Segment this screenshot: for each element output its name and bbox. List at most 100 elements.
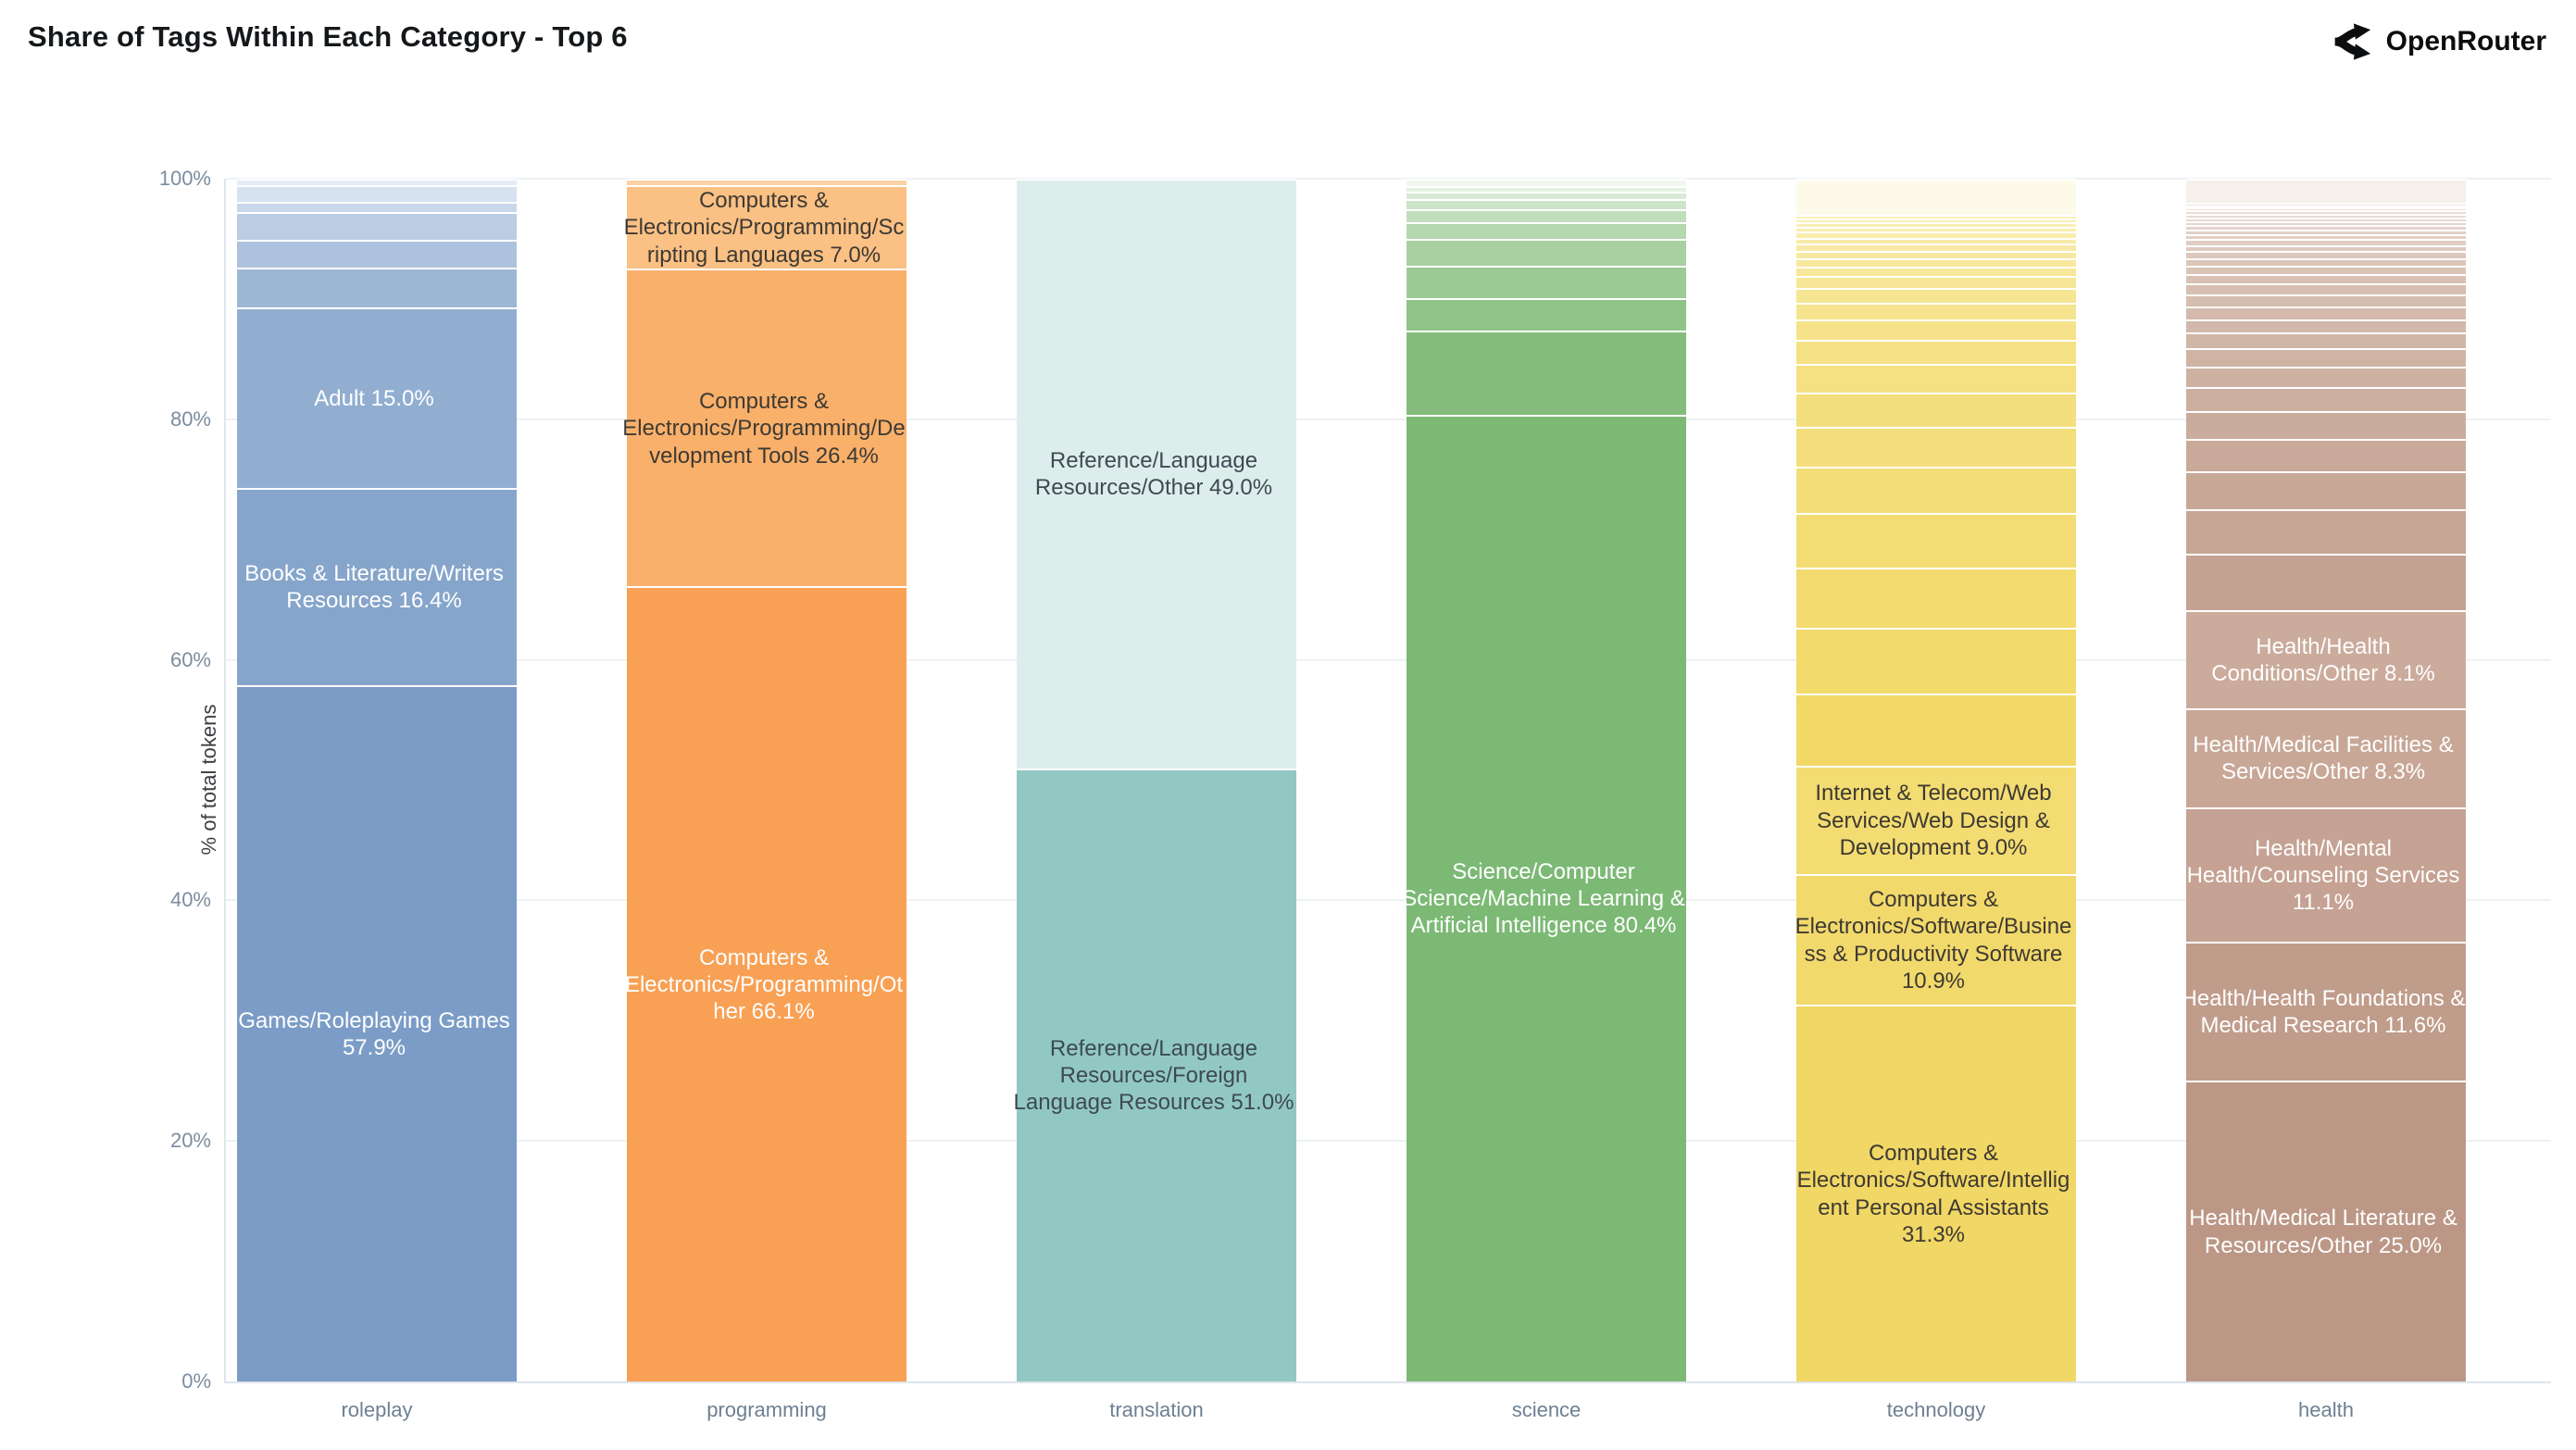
segment-science-8[interactable] bbox=[1407, 297, 1686, 331]
segment-health-10[interactable] bbox=[2186, 233, 2466, 240]
segment-health-6[interactable] bbox=[2186, 217, 2466, 221]
segment-programming-1[interactable]: Computers & Electronics/Programming/Scri… bbox=[624, 184, 907, 269]
segment-health-14[interactable] bbox=[2186, 257, 2466, 266]
segment-health-25[interactable] bbox=[2186, 410, 2466, 439]
segment-health-24[interactable] bbox=[2186, 386, 2466, 411]
segment-technology-6[interactable] bbox=[1796, 237, 2076, 244]
bar-science: Science/Computer Science/Machine Learnin… bbox=[1402, 179, 1686, 1381]
segment-health-23[interactable] bbox=[2186, 366, 2466, 387]
segment-science-4[interactable] bbox=[1407, 208, 1686, 222]
segment-technology-10[interactable] bbox=[1796, 266, 2076, 277]
segment-science-3[interactable] bbox=[1407, 199, 1686, 209]
segment-roleplay-2[interactable] bbox=[237, 201, 517, 213]
segment-health-21[interactable] bbox=[2186, 332, 2466, 349]
segment-health-16[interactable] bbox=[2186, 273, 2466, 284]
segment-health-18[interactable] bbox=[2186, 294, 2466, 306]
segment-health-28[interactable] bbox=[2186, 509, 2466, 555]
segment-health-32[interactable]: Health/Mental Health/Counseling Services… bbox=[2186, 807, 2466, 942]
segment-technology-8[interactable] bbox=[1796, 251, 2076, 258]
segment-health-5[interactable] bbox=[2186, 213, 2466, 218]
segment-roleplay-5[interactable] bbox=[237, 268, 517, 308]
segment-health-30[interactable]: Health/Health Conditions/Other 8.1% bbox=[2186, 610, 2466, 708]
bar-roleplay: Adult 15.0% Books & Literature/Writers Re… bbox=[237, 179, 517, 1381]
segment-technology-2[interactable] bbox=[1796, 219, 2076, 222]
segment-science-6[interactable] bbox=[1407, 239, 1686, 266]
segment-health-26[interactable] bbox=[2186, 438, 2466, 471]
segment-health-29[interactable] bbox=[2186, 554, 2466, 611]
segment-roleplay-7[interactable]: Books & Literature/Writers Resources 16.… bbox=[237, 487, 517, 685]
segment-technology-26[interactable]: Computers & Electronics/Software/Intelli… bbox=[1796, 1005, 2076, 1381]
segment-technology-22[interactable] bbox=[1796, 627, 2076, 694]
segment-technology-24[interactable]: Internet & Telecom/Web Services/Web Desi… bbox=[1796, 765, 2076, 874]
segment-technology-20[interactable] bbox=[1796, 513, 2076, 568]
y-tick-100: 100% bbox=[158, 167, 211, 190]
segment-roleplay-8[interactable]: Games/Roleplaying Games 57.9% bbox=[237, 684, 517, 1381]
segment-health-0[interactable] bbox=[2186, 179, 2466, 204]
segment-technology-21[interactable] bbox=[1796, 567, 2076, 628]
segment-technology-14[interactable] bbox=[1796, 319, 2076, 341]
gridline-40 bbox=[226, 899, 2551, 902]
segment-science-7[interactable] bbox=[1407, 265, 1686, 298]
segment-technology-11[interactable] bbox=[1796, 276, 2076, 289]
segment-science-2[interactable] bbox=[1407, 192, 1686, 200]
segment-science-1[interactable] bbox=[1407, 185, 1686, 193]
segment-label: Health/Mental Health/Counseling Services… bbox=[2186, 835, 2460, 916]
segment-health-34[interactable]: Health/Medical Literature & Resources/Ot… bbox=[2186, 1081, 2466, 1381]
segment-technology-5[interactable] bbox=[1796, 231, 2076, 238]
segment-science-5[interactable] bbox=[1407, 221, 1686, 239]
segment-roleplay-3[interactable] bbox=[237, 212, 517, 241]
bar-translation: Reference/Language Resources/Other 49.0%… bbox=[1014, 179, 1296, 1381]
segment-roleplay-4[interactable] bbox=[237, 240, 517, 269]
segment-roleplay-6[interactable]: Adult 15.0% bbox=[237, 307, 517, 488]
segment-technology-4[interactable] bbox=[1796, 227, 2076, 232]
segment-technology-16[interactable] bbox=[1796, 364, 2076, 394]
segment-roleplay-0[interactable] bbox=[237, 179, 517, 185]
segment-health-13[interactable] bbox=[2186, 251, 2466, 258]
segment-technology-1[interactable] bbox=[1796, 215, 2076, 219]
segment-label: Books & Literature/Writers Resources 16.… bbox=[244, 561, 504, 614]
segment-programming-2[interactable]: Computers & Electronics/Programming/Deve… bbox=[622, 269, 907, 587]
segment-technology-0[interactable] bbox=[1796, 179, 2076, 216]
segment-health-17[interactable] bbox=[2186, 283, 2466, 294]
segment-health-31[interactable]: Health/Medical Facilities & Services/Oth… bbox=[2186, 707, 2466, 808]
segment-technology-9[interactable] bbox=[1796, 257, 2076, 267]
segment-technology-19[interactable] bbox=[1796, 466, 2076, 514]
segment-health-19[interactable] bbox=[2186, 306, 2466, 320]
segment-science-0[interactable] bbox=[1407, 179, 1686, 186]
segment-health-15[interactable] bbox=[2186, 265, 2466, 274]
segment-health-2[interactable] bbox=[2186, 205, 2466, 208]
brand-name: OpenRouter bbox=[2385, 26, 2546, 56]
segment-science-9[interactable] bbox=[1407, 330, 1686, 415]
segment-health-9[interactable] bbox=[2186, 229, 2466, 234]
segment-health-22[interactable] bbox=[2186, 348, 2466, 367]
x-axis-line bbox=[224, 1381, 2551, 1383]
segment-technology-3[interactable] bbox=[1796, 221, 2076, 228]
segment-technology-17[interactable] bbox=[1796, 393, 2076, 427]
segment-technology-23[interactable] bbox=[1796, 694, 2076, 766]
segment-programming-0[interactable] bbox=[627, 179, 907, 185]
segment-health-1[interactable] bbox=[2186, 203, 2466, 206]
segment-label: Reference/Language Resources/Other 49.0% bbox=[1034, 448, 1273, 501]
segment-technology-15[interactable] bbox=[1796, 340, 2076, 365]
segment-technology-18[interactable] bbox=[1796, 426, 2076, 467]
segment-translation-1[interactable]: Reference/Language Resources/Foreign Lan… bbox=[1014, 768, 1296, 1381]
segment-health-4[interactable] bbox=[2186, 209, 2466, 214]
segment-health-7[interactable] bbox=[2186, 220, 2466, 225]
segment-health-12[interactable] bbox=[2186, 244, 2466, 252]
segment-health-8[interactable] bbox=[2186, 224, 2466, 230]
segment-technology-13[interactable] bbox=[1796, 302, 2076, 320]
segment-technology-12[interactable] bbox=[1796, 288, 2076, 303]
segment-technology-7[interactable] bbox=[1796, 244, 2076, 252]
segment-health-20[interactable] bbox=[2186, 319, 2466, 333]
segment-health-27[interactable] bbox=[2186, 470, 2466, 510]
segment-roleplay-1[interactable] bbox=[237, 184, 517, 202]
segment-translation-0[interactable]: Reference/Language Resources/Other 49.0% bbox=[1017, 179, 1296, 769]
segment-technology-25[interactable]: Computers & Electronics/Software/Busines… bbox=[1795, 873, 2076, 1006]
brand-logo: OpenRouter bbox=[2331, 20, 2546, 63]
segment-health-33[interactable]: Health/Health Foundations & Medical Rese… bbox=[2182, 941, 2466, 1081]
segment-health-3[interactable] bbox=[2186, 207, 2466, 210]
segment-science-10[interactable]: Science/Computer Science/Machine Learnin… bbox=[1402, 414, 1686, 1381]
segment-health-11[interactable] bbox=[2186, 239, 2466, 245]
segment-programming-3[interactable]: Computers & Electronics/Programming/Othe… bbox=[625, 586, 907, 1381]
